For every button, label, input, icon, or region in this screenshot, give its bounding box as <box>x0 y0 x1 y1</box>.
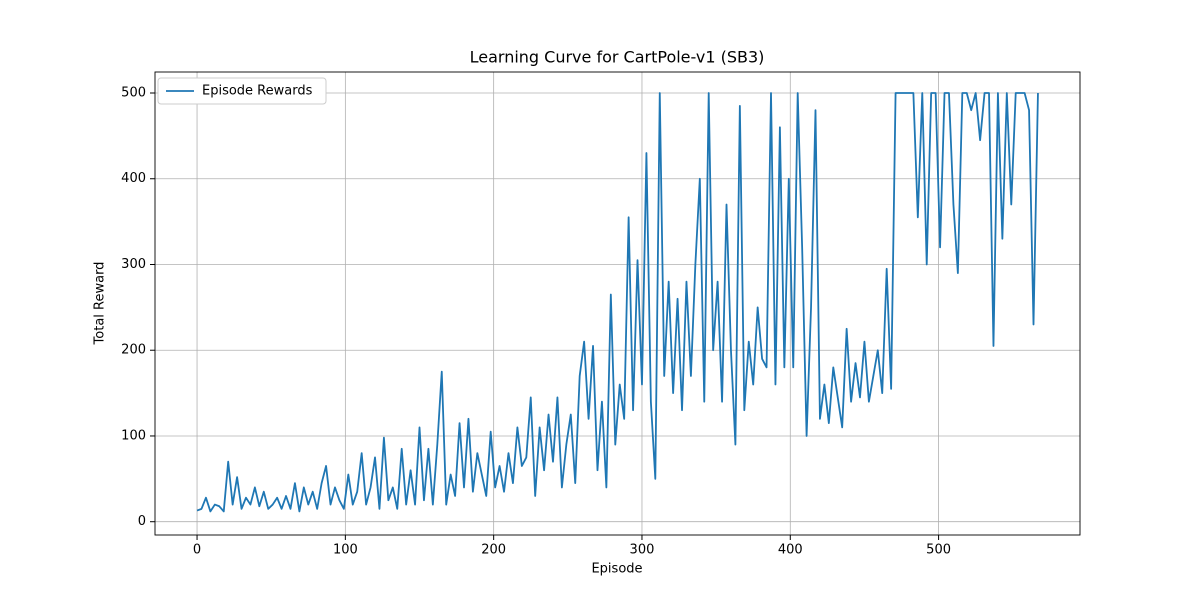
y-tick-label: 300 <box>121 257 146 272</box>
legend-box <box>157 77 327 105</box>
chart-title: Learning Curve for CartPole-v1 (SB3) <box>470 48 765 67</box>
x-tick-label: 200 <box>481 543 506 558</box>
y-tick-label: 500 <box>121 86 146 101</box>
y-tick-label: 400 <box>121 171 146 186</box>
x-tick-label: 400 <box>778 543 803 558</box>
x-tick-label: 300 <box>630 543 655 558</box>
x-tick-label: 0 <box>193 543 201 558</box>
series-line <box>196 92 1039 513</box>
legend-label: Episode Rewards <box>202 84 313 99</box>
x-tick-label: 100 <box>333 543 358 558</box>
y-tick-label: 0 <box>138 514 146 529</box>
x-tick-label: 500 <box>926 543 951 558</box>
y-tick-label: 200 <box>121 343 146 358</box>
y-axis-label: Total Reward <box>93 262 108 346</box>
y-tick-label: 100 <box>121 428 146 443</box>
axes-frame <box>154 71 1081 536</box>
x-axis-label: Episode <box>591 562 642 577</box>
